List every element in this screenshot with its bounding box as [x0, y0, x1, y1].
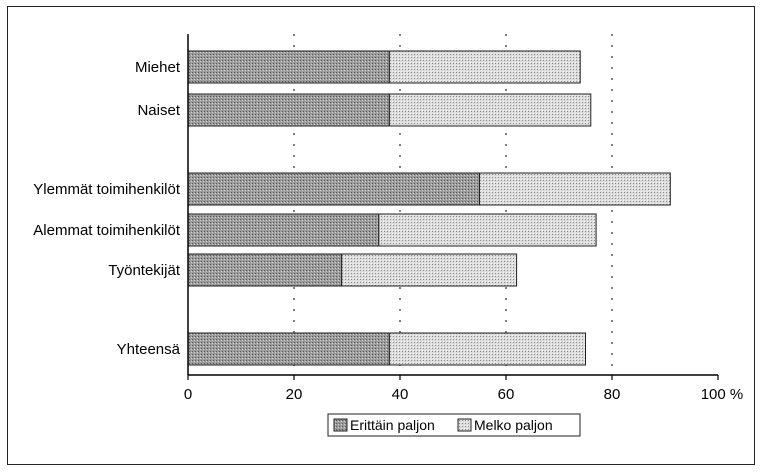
bar-naiset-erittain-paljon	[187, 93, 390, 127]
bar-miehet-melko-paljon	[388, 50, 581, 84]
x-tick-label: 60	[498, 386, 515, 403]
bar-alemmat-toimihenkilot-erittain-paljon	[187, 213, 380, 247]
legend-label-melko-paljon: Melko paljon	[474, 417, 553, 433]
bar-ylemmat-toimihenkilot-erittain-paljon	[187, 172, 480, 206]
category-labels: Miehet Naiset Ylemmät toimihenkilöt Alemmat…	[33, 59, 181, 358]
bar-ylemmat-toimihenkilot-melko-paljon	[479, 172, 671, 206]
bar-alemmat-toimihenkilot-melko-paljon	[378, 213, 597, 247]
legend-box	[327, 413, 581, 437]
legend-swatch-erittain-paljon	[333, 418, 348, 432]
category-label: Miehet	[135, 59, 181, 76]
bar-miehet-erittain-paljon	[187, 50, 390, 84]
x-tick-label: 20	[286, 386, 303, 403]
bars	[187, 50, 671, 366]
legend: Erittäin paljon Melko paljon	[327, 413, 581, 437]
x-tick-label: 0	[184, 386, 192, 403]
bar-naiset-melko-paljon	[388, 93, 592, 127]
bar-tyontekijat-melko-paljon	[341, 253, 518, 287]
legend-swatch-melko-paljon	[457, 418, 472, 432]
legend-label-erittain-paljon: Erittäin paljon	[350, 417, 435, 433]
bar-yhteensa-melko-paljon	[388, 332, 586, 366]
x-tick-label: 80	[604, 386, 621, 403]
x-tick-label: 100 %	[701, 386, 744, 403]
category-label: Työntekijät	[108, 262, 181, 279]
category-label: Ylemmät toimihenkilöt	[33, 181, 181, 198]
category-label: Naiset	[137, 102, 180, 119]
x-tick-label: 40	[392, 386, 409, 403]
category-label: Yhteensä	[117, 341, 181, 358]
grid-lines	[293, 34, 613, 375]
x-ticks: 0 20 40 60 80 100 %	[184, 375, 743, 403]
category-label: Alemmat toimihenkilöt	[33, 222, 181, 239]
bar-tyontekijat-erittain-paljon	[187, 253, 343, 287]
bar-yhteensa-erittain-paljon	[187, 332, 390, 366]
